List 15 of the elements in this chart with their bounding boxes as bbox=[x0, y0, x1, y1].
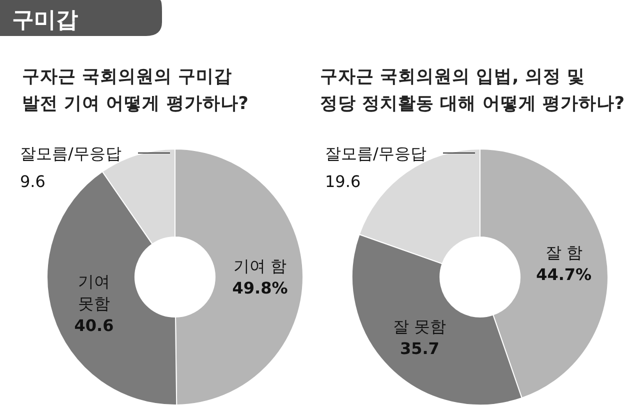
slice-label: 잘모름/무응답 bbox=[20, 144, 122, 163]
text: 구미갑 bbox=[12, 8, 78, 33]
data-label: 49.8% bbox=[232, 278, 288, 298]
data-label: 40.6 bbox=[74, 316, 114, 335]
slice-label: 기여 함 bbox=[233, 256, 287, 276]
slice-label: 잘 못함 bbox=[393, 316, 446, 336]
chart-title: 구자근 국회의원의 입법, 의정 및 정당 정치활동 대해 어떻게 평가하나? bbox=[320, 67, 625, 114]
slice-label: 기여 못함 bbox=[78, 272, 110, 313]
data-label: 9.6 bbox=[20, 172, 46, 191]
chart-title: 구자근 국회의원의 구미갑 발전 기여 어떻게 평가하나? bbox=[22, 67, 248, 114]
data-label: 19.6 bbox=[325, 172, 361, 191]
data-label: 35.7 bbox=[400, 338, 440, 358]
slice-label: 잘 함 bbox=[545, 242, 582, 262]
slice-label: 잘모름/무응답 bbox=[325, 144, 426, 163]
data-label: 44.7% bbox=[536, 264, 592, 284]
